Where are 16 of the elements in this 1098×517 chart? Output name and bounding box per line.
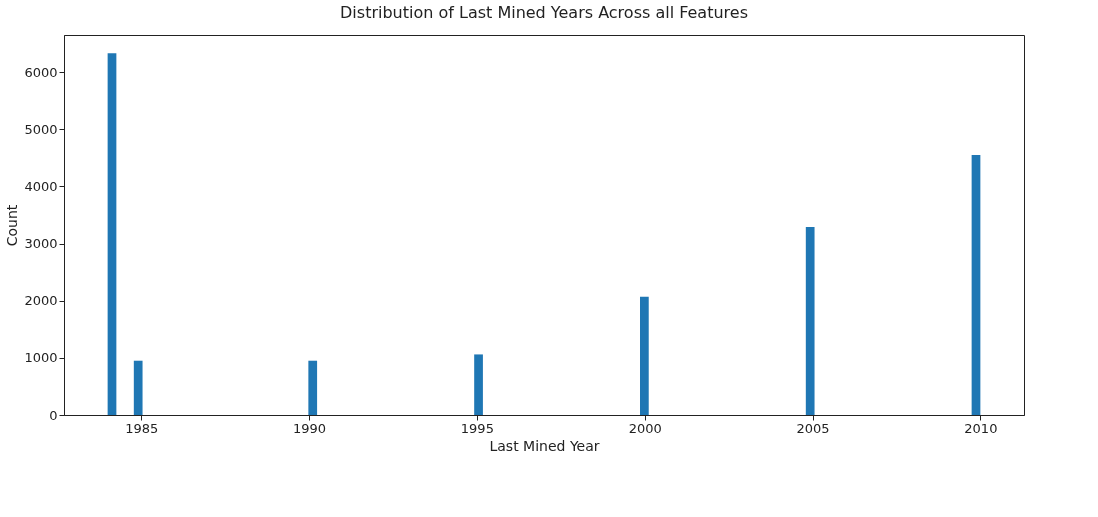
x-axis-title: Last Mined Year xyxy=(489,437,600,454)
x-tick-label: 2005 xyxy=(796,420,830,436)
y-tick-label: 5000 xyxy=(24,121,58,137)
x-tick-label: 1990 xyxy=(292,420,327,436)
y-tick-label: 3000 xyxy=(24,236,58,252)
x-tick-label: 2000 xyxy=(628,420,662,436)
y-tick-label: 4000 xyxy=(24,178,58,194)
chart-title: Distribution of Last Mined Years Across all Features xyxy=(340,3,748,22)
y-tick-label: 6000 xyxy=(24,64,58,80)
x-tick-label: 1985 xyxy=(125,420,159,436)
y-tick-label: 2000 xyxy=(24,293,58,309)
y-tick-label: 0 xyxy=(49,407,58,423)
x-tick-label: 1995 xyxy=(460,420,494,436)
x-tick-label: 2010 xyxy=(964,420,998,436)
y-tick-label: 1000 xyxy=(24,350,58,366)
y-axis-title: Count xyxy=(4,204,21,247)
